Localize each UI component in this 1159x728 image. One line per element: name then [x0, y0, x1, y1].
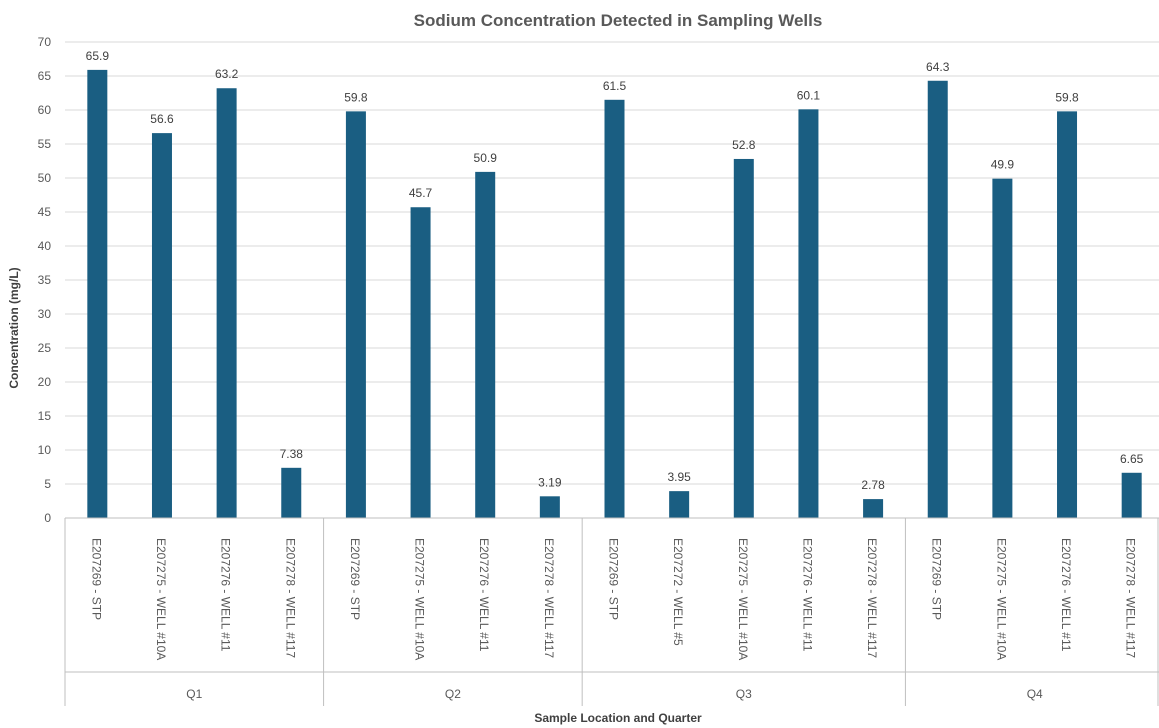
x-category-label: E207272 - WELL #5: [671, 538, 685, 646]
data-label: 3.19: [538, 475, 562, 489]
data-label: 49.9: [991, 158, 1015, 172]
y-axis-title: Concentration (mg/L): [7, 267, 21, 388]
y-tick-label: 35: [38, 273, 52, 287]
x-category-label: E207269 - STP: [348, 538, 362, 620]
data-label: 50.9: [474, 151, 498, 165]
bars: [87, 69, 1142, 519]
bar: [87, 69, 108, 518]
y-tick-label: 45: [38, 205, 52, 219]
bar: [863, 499, 884, 518]
data-label: 64.3: [926, 60, 950, 74]
data-label: 52.8: [732, 138, 756, 152]
x-category-label: E207278 - WELL #117: [865, 538, 879, 658]
y-tick-label: 70: [38, 35, 52, 49]
bar: [669, 491, 690, 518]
data-label: 60.1: [797, 88, 821, 102]
bar: [151, 133, 172, 518]
bar: [475, 171, 496, 518]
bar: [281, 467, 302, 518]
y-tick-label: 55: [38, 137, 52, 151]
y-tick-label: 30: [38, 307, 52, 321]
x-category-label: E207275 - WELL #10A: [736, 538, 750, 660]
x-group-label: Q4: [1027, 687, 1043, 701]
data-label: 2.78: [861, 478, 885, 492]
data-label: 3.95: [667, 470, 691, 484]
data-label: 61.5: [603, 79, 627, 93]
bar: [733, 158, 754, 518]
x-category-label: E207269 - STP: [89, 538, 103, 620]
data-label: 59.8: [344, 90, 368, 104]
data-label: 56.6: [150, 112, 174, 126]
y-tick-label: 65: [38, 69, 52, 83]
y-axis-ticks: 0 5 10 15 20 25 30 35 40 45 50 55 60 65 70: [38, 35, 52, 525]
x-group-label: Q2: [445, 687, 461, 701]
bar: [927, 80, 948, 518]
data-labels: 65.9 56.6 63.2 7.38 59.8 45.7 50.9 3.19 61.5 3.95…: [86, 49, 1144, 492]
y-tick-label: 10: [38, 443, 52, 457]
bar: [604, 99, 625, 519]
x-category-label: E207276 - WELL #11: [1059, 538, 1073, 652]
y-tick-label: 0: [44, 511, 51, 525]
chart-title: Sodium Concentration Detected in Samplin…: [414, 11, 823, 30]
x-category-label: E207275 - WELL #10A: [413, 538, 427, 660]
bar: [992, 178, 1013, 518]
x-category-label: E207278 - WELL #117: [1124, 538, 1138, 658]
x-category-label: E207276 - WELL #11: [477, 538, 491, 652]
x-category-label: E207278 - WELL #117: [283, 538, 297, 658]
x-group-label: Q3: [736, 687, 752, 701]
x-category-label: E207269 - STP: [607, 538, 621, 620]
bar: [216, 88, 237, 519]
x-category-label: E207276 - WELL #11: [800, 538, 814, 652]
data-label: 6.65: [1120, 452, 1144, 466]
bar: [539, 496, 560, 518]
x-category-label: E207275 - WELL #10A: [994, 538, 1008, 660]
y-tick-label: 20: [38, 375, 52, 389]
y-tick-label: 50: [38, 171, 52, 185]
y-tick-label: 60: [38, 103, 52, 117]
x-category-label: E207275 - WELL #10A: [154, 538, 168, 660]
bar: [410, 207, 431, 519]
y-tick-label: 5: [44, 477, 51, 491]
x-axis: E207269 - STP E207275 - WELL #10A E207276 …: [64, 517, 1159, 706]
x-axis-title: Sample Location and Quarter: [534, 711, 702, 725]
data-label: 65.9: [86, 49, 110, 63]
data-label: 7.38: [280, 447, 304, 461]
data-label: 63.2: [215, 67, 239, 81]
y-tick-label: 25: [38, 341, 52, 355]
x-group-label: Q1: [186, 687, 202, 701]
x-category-label: E207278 - WELL #117: [542, 538, 556, 658]
bar: [798, 109, 819, 518]
y-tick-label: 40: [38, 239, 52, 253]
bar: [345, 111, 366, 519]
x-category-label: E207269 - STP: [930, 538, 944, 620]
y-tick-label: 15: [38, 409, 52, 423]
data-label: 59.8: [1055, 90, 1079, 104]
x-category-label: E207276 - WELL #11: [219, 538, 233, 652]
data-label: 45.7: [409, 186, 433, 200]
bar: [1121, 472, 1142, 518]
bar: [1057, 111, 1078, 519]
